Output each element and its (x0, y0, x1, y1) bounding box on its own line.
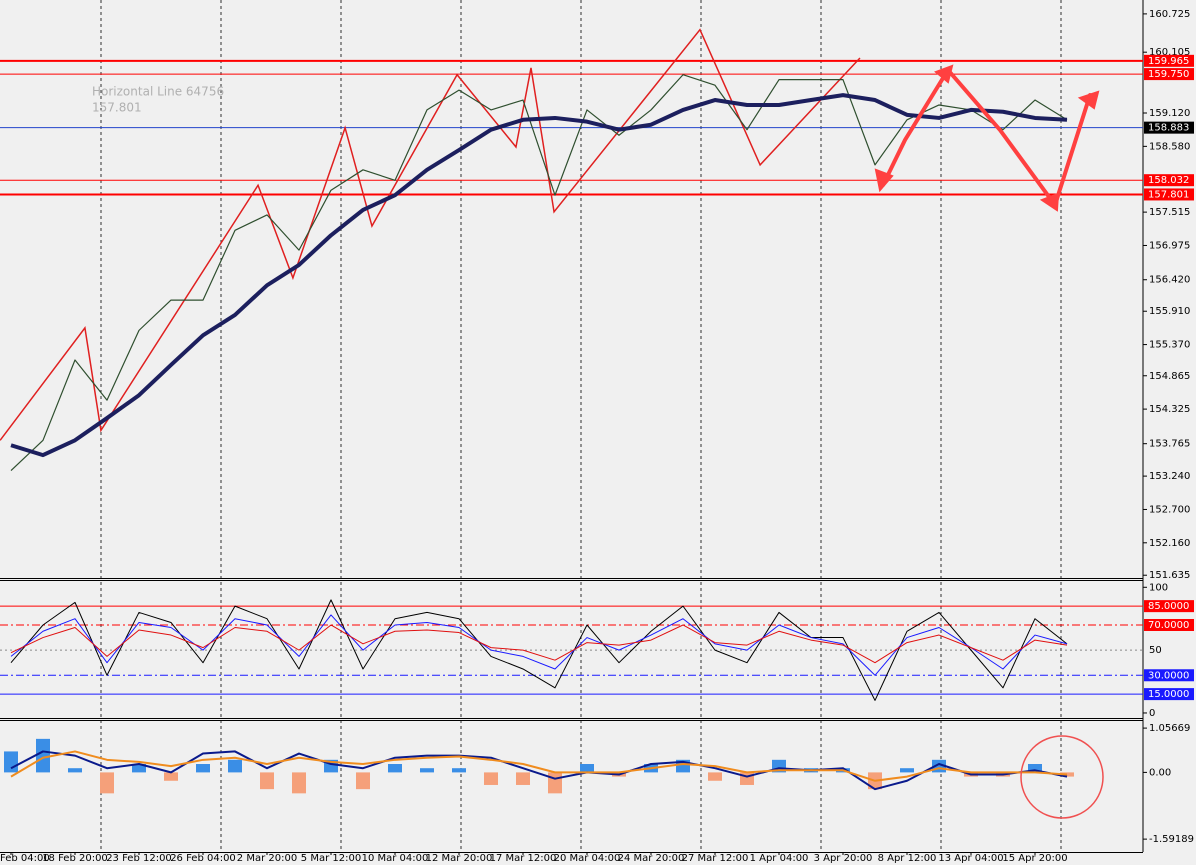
arrow-head (1077, 90, 1100, 110)
histogram-bar (484, 772, 498, 785)
y-tick-label: 160.105 (1149, 47, 1190, 58)
level-label-box (1144, 174, 1194, 187)
arrow-head (874, 168, 894, 193)
y-tick-label: 158.580 (1149, 141, 1190, 152)
y-tick-label: 154.865 (1149, 371, 1190, 382)
y-tick-label: 155.910 (1149, 306, 1190, 317)
level-label: 159.750 (1148, 69, 1189, 80)
histogram-bar (580, 764, 594, 773)
x-tick-label: 13 Apr 04:00 (938, 853, 1003, 864)
arrows (874, 64, 1100, 212)
x-tick-label: 17 Mar 12:00 (490, 853, 557, 864)
series-line (10, 614, 1068, 676)
histogram-bar (708, 772, 722, 781)
level-label-box (1144, 68, 1194, 81)
series-line (10, 750, 1068, 782)
histogram-bar (516, 772, 530, 785)
x-tick-label: 27 Mar 12:00 (682, 853, 749, 864)
histogram-bar (100, 772, 114, 794)
x-tick-label: 18 Feb 20:00 (42, 853, 108, 864)
x-tick-label: 5 Mar 12:00 (301, 853, 361, 864)
y-tick-label: -1.59189 (1149, 834, 1194, 845)
x-tick-label: 12 Mar 20:00 (426, 853, 493, 864)
level-label-box (1144, 600, 1194, 613)
y-tick-label: 152.700 (1149, 504, 1190, 515)
level-label-box (1144, 54, 1194, 67)
histogram-bar (292, 772, 306, 794)
series-line (10, 93, 1068, 458)
histogram-bar (4, 751, 18, 773)
y-tick-label: 159.120 (1149, 108, 1190, 119)
level-label-box (1144, 121, 1194, 134)
arrow-head (934, 64, 954, 84)
level-label: 30.0000 (1148, 670, 1189, 681)
level-label: 158.883 (1148, 123, 1189, 134)
level-label: 157.801 (1148, 189, 1189, 200)
level-label: 15.0000 (1148, 689, 1189, 700)
x-tick-label: 15 Apr 20:00 (1002, 853, 1067, 864)
y-tick-label: 155.370 (1149, 340, 1190, 351)
y-tick-label: 151.635 (1149, 570, 1190, 581)
x-tick-label: 23 Feb 12:00 (106, 853, 172, 864)
x-tick-label: 8 Apr 12:00 (878, 853, 937, 864)
annotation: Horizontal Line 64756 (92, 85, 224, 99)
x-tick-label: Feb 04:00 (0, 853, 50, 864)
arrow-path (881, 66, 1092, 210)
y-tick-label: 156.420 (1149, 275, 1190, 286)
zigzag (0, 28, 861, 441)
x-tick-label: 2 Mar 20:00 (237, 853, 297, 864)
y-tick-label: 156.975 (1149, 240, 1190, 251)
level-label: 159.965 (1148, 56, 1189, 67)
y-tick-label: 153.240 (1149, 471, 1190, 482)
level-label: 70.0000 (1148, 620, 1189, 631)
histogram-bar (36, 738, 50, 773)
x-tick-label: 26 Feb 04:00 (170, 853, 236, 864)
y-tick-label: 160.725 (1149, 9, 1190, 20)
histogram-bar (260, 772, 274, 790)
y-tick-label: 0.00 (1149, 767, 1171, 778)
level-label: 158.032 (1148, 175, 1189, 186)
level-label: 50 (1149, 645, 1162, 656)
level-label-box (1144, 188, 1194, 201)
histogram-bar (388, 764, 402, 773)
histogram-bar (356, 772, 370, 790)
y-tick-label: 154.325 (1149, 404, 1190, 415)
histogram-bar (1028, 764, 1042, 773)
histogram-bar (420, 768, 434, 773)
histogram-bar (900, 768, 914, 773)
highlight-circle (1020, 735, 1104, 819)
y-tick-label: 153.765 (1149, 439, 1190, 450)
annotation: 157.801 (92, 101, 142, 115)
x-tick-label: 10 Mar 04:00 (362, 853, 429, 864)
histogram-bar (132, 764, 146, 773)
level-label-box (1144, 618, 1194, 631)
series-line (10, 74, 1068, 471)
histogram-bar (228, 759, 242, 773)
y-tick-label: 1.05669 (1149, 723, 1190, 734)
level-label-box (1144, 669, 1194, 682)
series-line (10, 624, 1068, 664)
x-tick-label: 3 Apr 20:00 (814, 853, 873, 864)
level-label-box (1144, 688, 1194, 701)
histogram-bar (452, 768, 466, 773)
y-tick-label: 100 (1149, 582, 1168, 593)
y-tick-label: 0 (1149, 708, 1155, 719)
histogram-bar (548, 772, 562, 794)
histogram-bar (196, 764, 210, 773)
x-tick-label: 20 Mar 04:00 (554, 853, 621, 864)
series-line (10, 599, 1068, 701)
histogram-bar (164, 772, 178, 781)
x-tick-label: 24 Mar 20:00 (618, 853, 685, 864)
histogram-bar (68, 768, 82, 773)
y-tick-label: 152.160 (1149, 538, 1190, 549)
y-tick-label: 157.515 (1149, 207, 1190, 218)
level-label: 85.0000 (1148, 601, 1189, 612)
arrow-head (1039, 192, 1060, 212)
x-tick-label: 1 Apr 04:00 (750, 853, 809, 864)
